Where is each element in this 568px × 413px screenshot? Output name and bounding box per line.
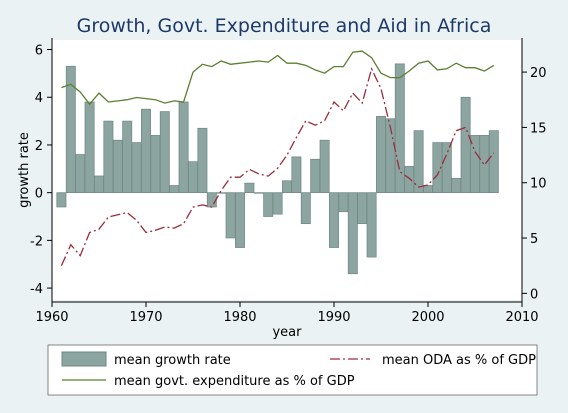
bar-1961 — [56, 192, 67, 208]
bar-1963 — [75, 154, 86, 194]
bar-1981 — [244, 182, 255, 194]
x-tick-label: 2000 — [411, 310, 444, 325]
bar-1997 — [394, 63, 405, 194]
bar-1965 — [94, 175, 104, 194]
bar-1987 — [300, 192, 311, 225]
bar-2003 — [451, 177, 462, 194]
legend-label-oda: mean ODA as % of GDP — [382, 353, 536, 368]
bar-1982 — [253, 192, 264, 194]
bars-layer — [56, 63, 499, 275]
x-axis-label: year — [272, 325, 302, 340]
bar-1973 — [169, 185, 180, 194]
bar-1991 — [338, 192, 349, 213]
legend-label-govt: mean govt. expenditure as % of GDP — [114, 374, 355, 389]
y-right-tick-label: 0 — [530, 287, 538, 302]
y-left-tick-label: 6 — [35, 44, 43, 59]
y-left-tick-label: -4 — [30, 282, 43, 297]
y-left-tick-label: 2 — [35, 139, 43, 154]
bar-1994 — [366, 192, 377, 258]
chart-title: Growth, Govt. Expenditure and Aid in Afr… — [77, 15, 492, 37]
bar-1978 — [216, 192, 227, 194]
bar-1962 — [65, 65, 76, 194]
bar-1993 — [357, 192, 368, 225]
bar-2004 — [460, 96, 471, 194]
bar-1969 — [131, 142, 142, 194]
x-tick-label: 1970 — [129, 310, 162, 325]
bar-1979 — [225, 192, 236, 239]
bar-2000 — [423, 185, 433, 194]
legend-label-growth: mean growth rate — [114, 353, 231, 368]
bar-1968 — [122, 120, 133, 194]
x-tick-label: 2010 — [505, 310, 538, 325]
bar-1980 — [235, 192, 245, 248]
bar-1988 — [310, 158, 321, 194]
bar-2002 — [441, 142, 452, 194]
bar-1989 — [319, 139, 330, 194]
bar-1998 — [404, 166, 415, 194]
bar-1967 — [112, 139, 123, 194]
y-axis-label-left: growth rate — [17, 132, 32, 208]
y-left-tick-label: 0 — [35, 187, 43, 202]
series-line-govt-expenditure — [61, 50, 495, 106]
bar-1995 — [376, 115, 386, 194]
lines-layer — [60, 50, 495, 266]
y-right-tick-label: 10 — [530, 177, 547, 192]
bar-2006 — [479, 135, 490, 194]
x-tick-label: 1990 — [317, 310, 350, 325]
x-tick-label: 1960 — [35, 310, 68, 325]
y-right-tick-label: 5 — [530, 232, 538, 247]
bar-1970 — [141, 108, 151, 194]
bar-1984 — [272, 192, 283, 215]
bar-1983 — [263, 192, 274, 217]
bar-1964 — [84, 101, 95, 194]
y-right-tick-label: 15 — [530, 121, 547, 136]
bar-1986 — [291, 156, 302, 194]
bar-1992 — [347, 192, 358, 275]
series-line-oda — [60, 66, 495, 266]
y-right-tick-label: 20 — [530, 66, 547, 81]
axes-layer: -4 -2 0 2 4 6 0 5 10 15 20 1960 1970 1980 1990 2000 2010 — [30, 38, 547, 325]
bar-1975 — [188, 161, 198, 194]
y-left-tick-label: 4 — [35, 91, 43, 106]
bar-1985 — [282, 180, 292, 194]
bar-1966 — [103, 120, 114, 194]
bar-2007 — [488, 130, 499, 194]
bar-1977 — [206, 192, 217, 208]
y-left-tick-label: -2 — [30, 234, 43, 249]
bar-1976 — [197, 127, 208, 194]
bar-1972 — [159, 111, 170, 194]
bar-1971 — [150, 135, 161, 194]
legend-swatch-growth — [61, 351, 107, 367]
bar-1990 — [329, 192, 339, 248]
bar-1999 — [413, 130, 424, 194]
legend-box — [47, 344, 538, 396]
x-tick-label: 1980 — [223, 310, 256, 325]
bar-1974 — [178, 101, 189, 194]
